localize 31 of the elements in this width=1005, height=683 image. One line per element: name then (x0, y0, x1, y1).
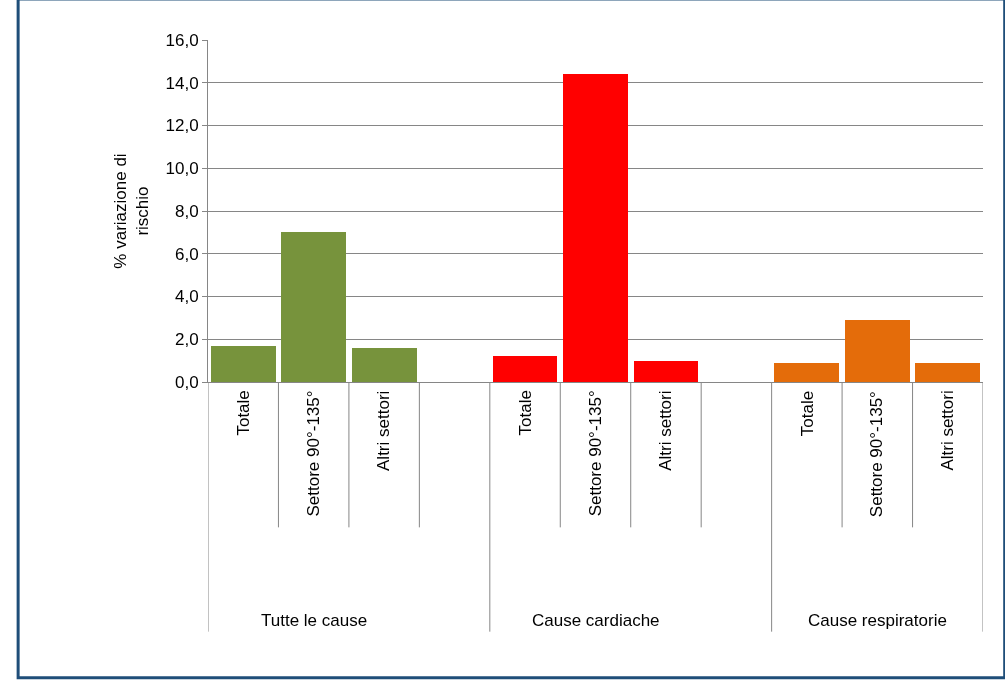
bar (563, 74, 628, 382)
x-tick-label: Totale (515, 390, 535, 436)
y-tick-label: 14,0 (165, 73, 199, 93)
text: Cause cardiache (532, 611, 660, 630)
y-tick-label: 4,0 (174, 287, 199, 307)
bar (281, 232, 346, 382)
bar (845, 320, 910, 382)
x-tick-label: Altri settori (656, 390, 676, 471)
bar (211, 346, 276, 382)
y-tick-label: 10,0 (165, 159, 199, 179)
bar (634, 361, 698, 382)
bar (352, 348, 417, 382)
y-tick-label: 12,0 (165, 116, 199, 136)
y-axis-title: % variazione di rischio (110, 153, 153, 269)
bar (774, 363, 839, 382)
y-tick-label: 16,0 (165, 30, 199, 50)
text: Tutte le cause (261, 611, 368, 630)
x-tick-label: Settore 90°-135° (867, 391, 887, 518)
x-tick-label: Settore 90°-135° (585, 390, 605, 517)
x-tick-label: Settore 90°-135° (303, 390, 323, 517)
y-tick-label: 8,0 (174, 201, 199, 221)
y-tick-label: 2,0 (174, 330, 199, 350)
y-tick-label: 0,0 (174, 372, 199, 392)
bar (493, 356, 557, 382)
x-tick-label: Totale (797, 390, 817, 437)
text: Cause respiratorie (808, 611, 947, 630)
y-tick-label: 6,0 (174, 244, 199, 264)
x-tick-label: Altri settori (937, 390, 957, 471)
bar (915, 363, 980, 382)
x-tick-label: Altri settori (374, 390, 394, 471)
x-tick-label: Totale (233, 390, 253, 436)
